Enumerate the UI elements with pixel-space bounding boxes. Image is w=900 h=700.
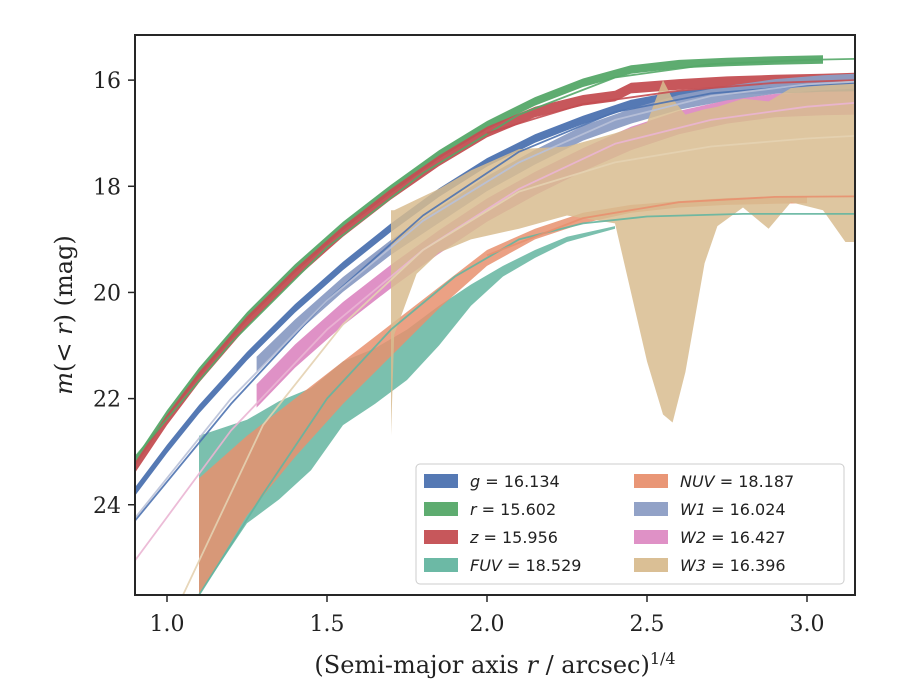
legend: g = 16.134 r = 15.602 z = 15.956 FUV = 18.5… (415, 463, 845, 585)
legend-label-z: z = 15.956 (469, 528, 558, 547)
x-axis-title: (Semi-major axis r / arcsec)1/4 (314, 649, 675, 680)
legend-label-nuv: NUV = 18.187 (680, 472, 794, 491)
legend-swatch-z (424, 530, 458, 544)
series-band-nuv (199, 196, 807, 595)
y-tick-label: 16 (93, 69, 121, 94)
x-tick-label: 2.5 (630, 612, 665, 637)
legend-label-r: r = 15.602 (470, 500, 556, 519)
model-curve-2 (135, 58, 855, 458)
model-curve-5 (486, 195, 855, 257)
model-curve-3 (486, 79, 855, 135)
y-tick-label: 22 (93, 388, 121, 413)
legend-swatch-r (424, 502, 458, 516)
x-tick-label: 3.0 (790, 612, 825, 637)
legend-label-g: g = 16.134 (470, 472, 560, 491)
legend-swatch-fuv (424, 558, 458, 572)
model-curve-4 (198, 213, 855, 595)
y-tick-label: 18 (93, 175, 121, 200)
legend-swatch-g (424, 474, 458, 488)
legend-label-w3: W3 = 16.396 (680, 556, 786, 575)
y-tick-label: 20 (93, 281, 121, 306)
legend-swatch-w2 (634, 530, 668, 544)
legend-swatch-nuv (634, 474, 668, 488)
legend-box (415, 463, 845, 585)
x-tick-label: 1.0 (150, 612, 185, 637)
axis-ticks: 1.0 1.5 2.0 2.5 3.0 16 18 20 22 24 (93, 69, 825, 637)
legend-swatch-w3 (634, 558, 668, 572)
legend-label-fuv: FUV = 18.529 (470, 556, 581, 575)
legend-entries: g = 16.134 r = 15.602 z = 15.956 FUV = 18.5… (424, 472, 794, 575)
model-curve-8 (182, 135, 855, 595)
y-axis-title: m(< r) (mag) (50, 235, 78, 395)
legend-label-w1: W1 = 16.024 (680, 500, 786, 519)
legend-label-w2: W2 = 16.427 (680, 528, 786, 547)
model-curve-7 (135, 102, 855, 562)
plot-marks (135, 55, 855, 595)
x-tick-label: 1.5 (310, 612, 345, 637)
legend-swatch-w1 (634, 502, 668, 516)
x-tick-label: 2.0 (470, 612, 505, 637)
y-tick-label: 24 (93, 494, 121, 519)
model-curve-6 (135, 80, 855, 519)
plot-frame (134, 34, 856, 596)
